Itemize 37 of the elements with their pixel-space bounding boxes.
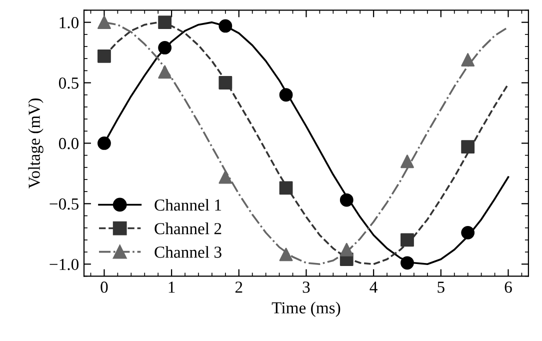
x-axis-title: Time (ms) (272, 302, 340, 317)
point (158, 65, 172, 79)
legend-label: Channel 1 (154, 198, 222, 211)
y-axis-title: Voltage (mV) (28, 98, 44, 188)
y-tick-label: 1.0 (60, 17, 79, 28)
point (158, 16, 172, 30)
point (340, 193, 354, 207)
y-tick-label: −1.0 (50, 258, 79, 270)
y-tick-label: 0.0 (58, 138, 79, 150)
point (400, 233, 414, 247)
x-tick-label: 3 (302, 282, 310, 293)
point (98, 16, 111, 30)
point (218, 76, 232, 90)
point (98, 136, 111, 150)
legend-label: Channel 2 (154, 222, 222, 234)
point (279, 248, 293, 262)
point (98, 49, 111, 63)
x-tick-label: 4 (370, 282, 378, 293)
y-tick-label: 0.5 (58, 77, 78, 89)
point (461, 53, 475, 67)
point (400, 256, 414, 270)
point (279, 88, 293, 102)
point (279, 181, 293, 195)
point (461, 226, 475, 240)
x-tick-label: 5 (438, 282, 444, 293)
x-tick-label: 6 (504, 282, 512, 293)
point (218, 19, 232, 33)
point (218, 170, 232, 184)
point (461, 140, 475, 154)
x-tick-label: 2 (235, 282, 242, 293)
legend-label: Channel 3 (154, 246, 222, 258)
point (400, 154, 414, 168)
point (158, 41, 172, 54)
point (340, 242, 354, 256)
x-tick-label: 0 (100, 282, 108, 293)
y-tick-label: −0.5 (50, 198, 78, 210)
x-tick-label: 1 (168, 282, 175, 293)
